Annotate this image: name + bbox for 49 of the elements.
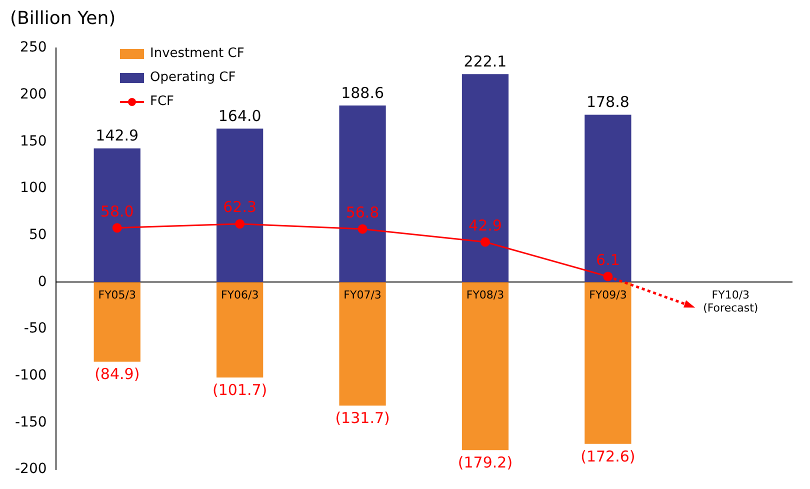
data-label: 58.0 bbox=[100, 202, 134, 220]
data-label: 6.1 bbox=[596, 250, 620, 269]
y-tick-label: 200 bbox=[20, 86, 47, 102]
y-axis-title: (Billion Yen) bbox=[10, 8, 116, 29]
data-label: 222.1 bbox=[464, 52, 507, 71]
data-label: (84.9) bbox=[94, 365, 140, 384]
point bbox=[358, 224, 368, 234]
legend-label: Operating CF bbox=[150, 69, 236, 87]
bar bbox=[584, 114, 632, 282]
y-tick-label: 0 bbox=[38, 274, 47, 290]
y-tick-label: -200 bbox=[14, 461, 47, 478]
x-tick-label: FY08/3 bbox=[466, 288, 504, 302]
x-tick-label: FY06/3 bbox=[220, 288, 259, 302]
point bbox=[480, 237, 490, 247]
data-label: 142.9 bbox=[96, 126, 139, 145]
y-tick-label: 250 bbox=[20, 40, 47, 56]
data-label: 62.3 bbox=[223, 198, 257, 216]
data-label: 164.0 bbox=[218, 106, 262, 125]
data-label: (101.7) bbox=[212, 380, 268, 399]
bar bbox=[339, 282, 386, 406]
bar bbox=[94, 282, 140, 362]
point bbox=[235, 219, 245, 229]
x-tick-label: FY07/3 bbox=[344, 288, 382, 302]
bar bbox=[94, 148, 140, 282]
bar bbox=[216, 128, 264, 282]
x-tick-label: FY10/3 (Forecast) bbox=[703, 288, 758, 315]
data-label: 42.9 bbox=[468, 216, 502, 234]
y-tick-label: -150 bbox=[14, 414, 47, 430]
y-tick-label: -100 bbox=[14, 368, 47, 384]
data-label: (172.6) bbox=[580, 447, 636, 466]
data-label: (179.2) bbox=[458, 454, 513, 472]
data-label: 56.8 bbox=[346, 203, 380, 222]
bar bbox=[462, 74, 509, 282]
data-label: 178.8 bbox=[586, 93, 630, 112]
y-tick-label: 100 bbox=[20, 180, 47, 196]
bar bbox=[462, 282, 509, 450]
y-tick-label: -50 bbox=[24, 320, 47, 337]
x-tick-label: FY05/3 bbox=[98, 288, 136, 302]
point bbox=[112, 223, 122, 233]
legend-label: FCF bbox=[150, 93, 174, 111]
bar bbox=[584, 282, 632, 444]
bar bbox=[216, 282, 264, 378]
legend-label: Investment CF bbox=[150, 45, 244, 63]
data-label: 188.6 bbox=[341, 84, 384, 102]
y-tick-label: 150 bbox=[20, 133, 47, 150]
x-tick-label: FY09/3 bbox=[589, 288, 627, 302]
bar bbox=[339, 106, 386, 282]
data-label: (131.7) bbox=[335, 409, 390, 427]
y-tick-label: 50 bbox=[28, 227, 47, 244]
